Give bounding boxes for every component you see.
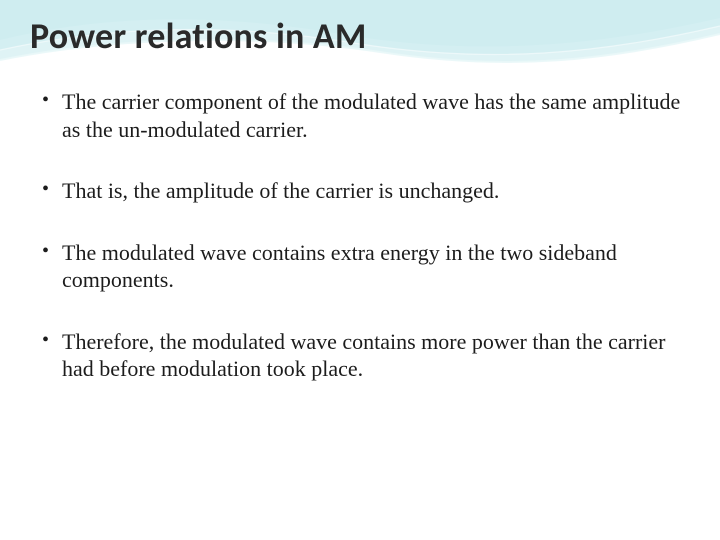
list-item: The modulated wave contains extra energy…	[36, 239, 684, 294]
list-item: Therefore, the modulated wave contains m…	[36, 328, 684, 383]
slide-content: Power relations in AM The carrier compon…	[0, 0, 720, 383]
slide-title: Power relations in AM	[30, 14, 690, 58]
bullet-list: The carrier component of the modulated w…	[30, 88, 690, 383]
list-item: That is, the amplitude of the carrier is…	[36, 177, 684, 205]
list-item: The carrier component of the modulated w…	[36, 88, 684, 143]
